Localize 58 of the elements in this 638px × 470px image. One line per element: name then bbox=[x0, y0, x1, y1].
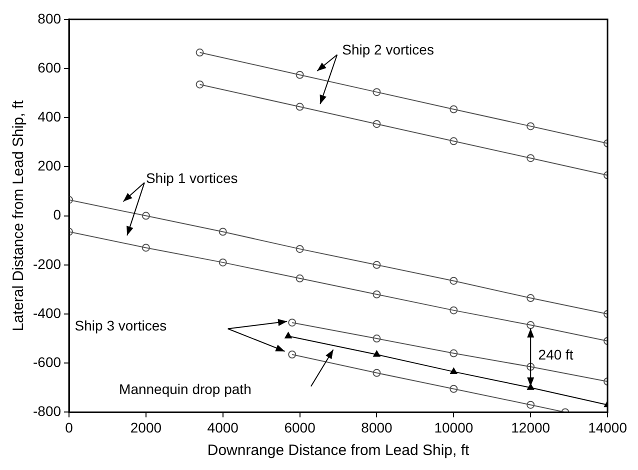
x-tick-label: 6000 bbox=[284, 419, 316, 436]
point bbox=[450, 349, 458, 358]
point bbox=[288, 318, 296, 327]
y-tick-label: -200 bbox=[32, 256, 62, 272]
y-tick-label: -400 bbox=[32, 304, 62, 321]
point bbox=[372, 290, 381, 298]
point bbox=[296, 274, 304, 282]
x-tick-label: 10000 bbox=[434, 419, 474, 436]
annotation: 240 ft bbox=[538, 346, 574, 363]
point bbox=[526, 321, 535, 330]
y-tick-label: 0 bbox=[53, 206, 62, 223]
y-axis-title: Lateral Distance from Lead Ship, ft bbox=[10, 99, 28, 332]
point bbox=[296, 70, 304, 79]
point bbox=[372, 260, 381, 269]
y-tick-label: 600 bbox=[38, 59, 62, 76]
point bbox=[372, 334, 381, 343]
x-tick-label: 14000 bbox=[588, 419, 628, 436]
annotation: Ship 2 vortices bbox=[342, 42, 434, 58]
point bbox=[288, 350, 296, 359]
annotation: Mannequin drop path bbox=[119, 380, 252, 397]
point bbox=[218, 258, 227, 266]
point bbox=[526, 154, 535, 162]
point bbox=[142, 212, 150, 220]
point bbox=[526, 122, 535, 130]
annotation: Ship 3 vortices bbox=[74, 318, 167, 334]
x-axis-title: Downrange Distance from Lead Ship, ft bbox=[207, 442, 470, 460]
point bbox=[450, 137, 458, 146]
point bbox=[373, 350, 380, 357]
point bbox=[372, 120, 381, 128]
point bbox=[296, 102, 304, 111]
y-tick-label: 200 bbox=[38, 158, 62, 174]
point bbox=[284, 332, 292, 338]
x-tick-label: 0 bbox=[65, 419, 74, 436]
point bbox=[526, 294, 535, 302]
point bbox=[142, 244, 150, 252]
point bbox=[450, 384, 458, 393]
point bbox=[526, 400, 535, 409]
point bbox=[372, 368, 381, 377]
x-tick-label: 4000 bbox=[207, 419, 239, 436]
point bbox=[450, 105, 458, 114]
point bbox=[450, 368, 458, 374]
point bbox=[296, 244, 304, 253]
y-tick-label: 400 bbox=[38, 108, 62, 124]
x-tick-label: 8000 bbox=[361, 419, 393, 436]
x-tick-label: 12000 bbox=[511, 419, 550, 436]
y-tick-label: -800 bbox=[32, 403, 62, 420]
point bbox=[527, 384, 534, 390]
y-tick-label: 800 bbox=[38, 10, 62, 26]
annotation: Ship 1 vortices bbox=[146, 170, 238, 186]
point bbox=[196, 80, 204, 88]
point bbox=[526, 362, 535, 371]
point bbox=[218, 228, 227, 236]
y-tick-label: -600 bbox=[32, 354, 62, 370]
x-tick-label: 2000 bbox=[130, 419, 162, 436]
point bbox=[450, 306, 458, 314]
point bbox=[450, 276, 458, 285]
point bbox=[196, 48, 204, 57]
point bbox=[372, 88, 381, 96]
